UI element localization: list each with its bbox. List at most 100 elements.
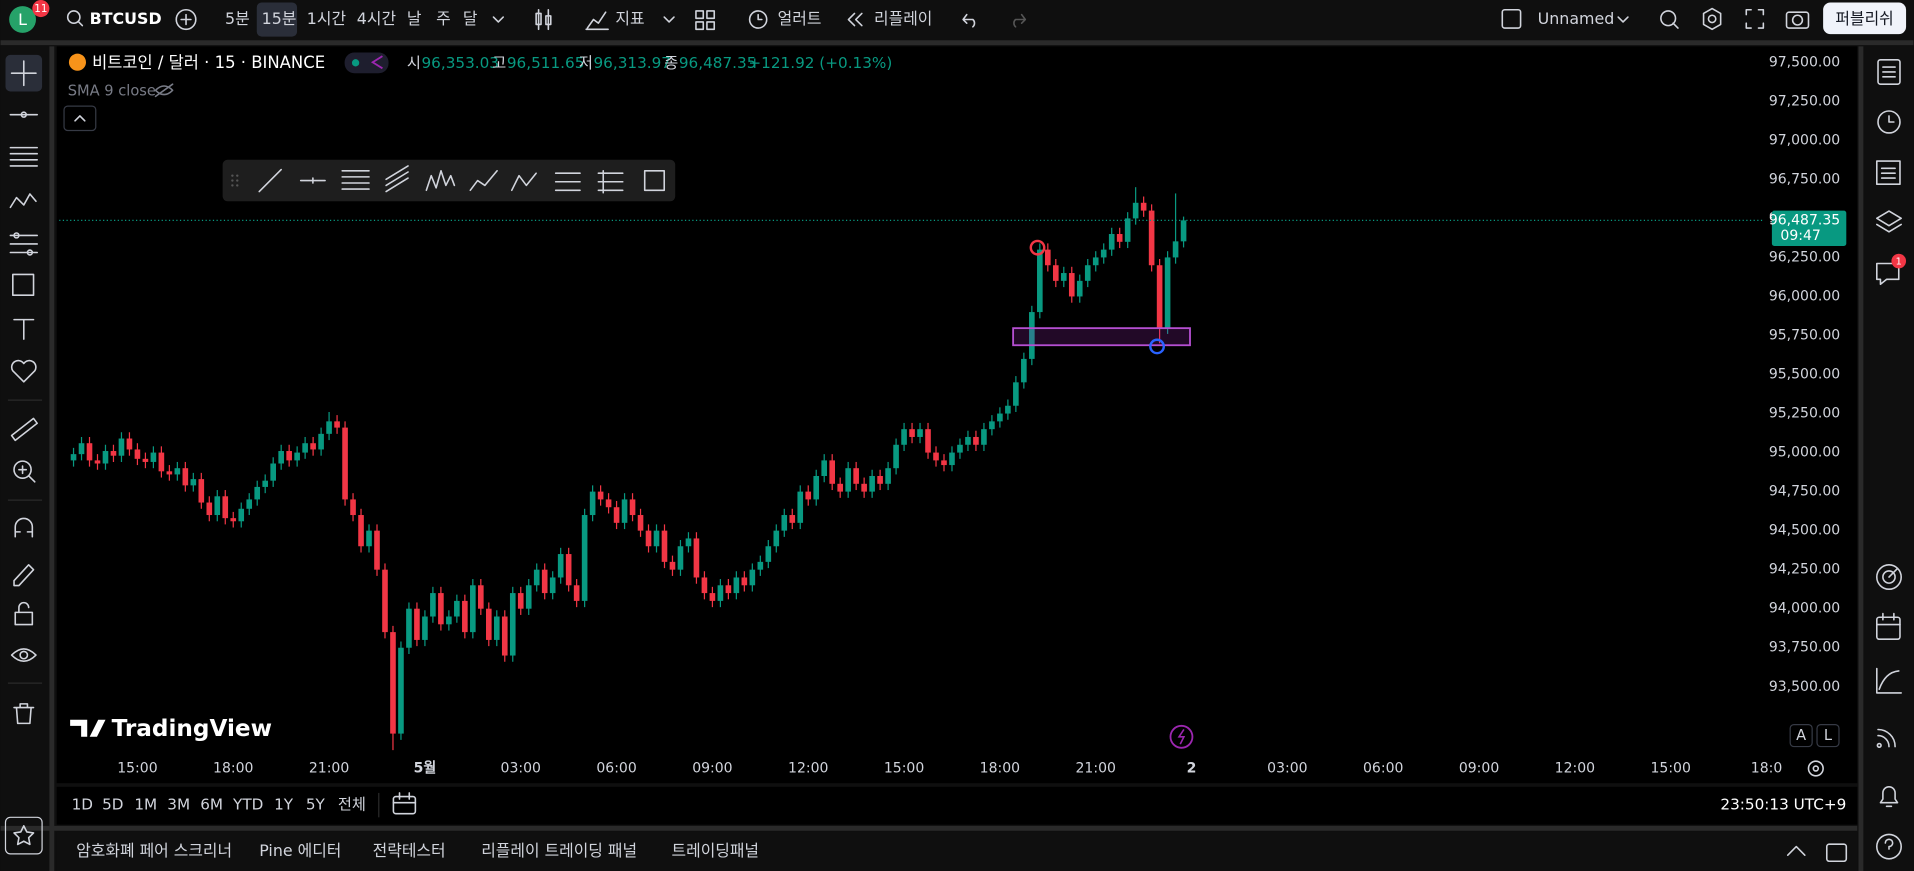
undo[interactable] <box>962 13 976 28</box>
interval-chevron[interactable] <box>492 16 504 23</box>
drag-handle[interactable] <box>231 174 239 187</box>
targets-icon[interactable] <box>1876 564 1902 590</box>
alert-icon[interactable] <box>748 10 768 29</box>
prediction-tool[interactable] <box>9 232 38 256</box>
alerts-icon[interactable] <box>1877 110 1901 134</box>
icon-tool[interactable] <box>10 359 37 383</box>
range-button[interactable]: 1D <box>72 796 93 814</box>
interval-button[interactable]: 4시간 <box>357 9 397 28</box>
line-tool[interactable] <box>9 111 38 118</box>
range-button[interactable]: YTD <box>232 796 263 814</box>
log-scale-button[interactable] <box>1816 724 1840 748</box>
legend-collapse[interactable] <box>63 105 97 132</box>
clock[interactable]: 23:50:13 UTC+9 <box>1720 796 1846 814</box>
low-marker-drawing[interactable] <box>1149 338 1165 355</box>
auto-scale-button[interactable] <box>1789 724 1813 748</box>
layers-icon[interactable] <box>1876 210 1902 233</box>
settings-icon[interactable] <box>1702 7 1722 31</box>
publish-button-bg[interactable] <box>1823 2 1907 35</box>
alert-button[interactable]: 얼러트 <box>778 9 822 28</box>
channel-tool[interactable] <box>385 165 409 193</box>
indicators-button[interactable]: 지표 <box>615 9 644 28</box>
help-icon[interactable] <box>1876 833 1902 860</box>
draw-mode-tool[interactable] <box>13 564 35 587</box>
compare-icon[interactable] <box>175 8 197 31</box>
delete-tool[interactable] <box>13 703 35 725</box>
range-button[interactable]: 1M <box>134 796 157 814</box>
chart-type-icon[interactable] <box>535 8 552 31</box>
auto-scale-label[interactable]: A <box>1796 727 1806 744</box>
indicator-chevron[interactable] <box>663 16 675 23</box>
list-icon[interactable] <box>1876 160 1901 185</box>
calendar-icon[interactable] <box>1876 612 1901 641</box>
panel-maximize[interactable] <box>1825 843 1848 863</box>
range-button[interactable]: 5Y <box>306 796 326 814</box>
visibility-tool[interactable] <box>10 648 37 662</box>
indicator-legend[interactable]: SMA 9 close <box>68 82 156 99</box>
range-button[interactable]: 5D <box>102 796 123 814</box>
position-tool[interactable] <box>597 169 624 194</box>
interval-button[interactable]: 달 <box>463 9 478 28</box>
elliott-tool[interactable] <box>469 169 498 192</box>
feed-icon[interactable] <box>1876 728 1896 748</box>
range-button[interactable]: 전체 <box>338 796 366 814</box>
pattern-tool[interactable] <box>9 193 37 209</box>
favorites-star[interactable] <box>13 825 35 846</box>
notifications-icon[interactable] <box>1879 786 1899 808</box>
events-icon[interactable] <box>1169 724 1194 749</box>
panel-tab[interactable]: Pine 에디터 <box>259 841 341 860</box>
interval-button[interactable]: 5분 <box>225 9 250 28</box>
templates-icon[interactable] <box>695 10 716 31</box>
watchlist-icon[interactable] <box>1877 58 1901 85</box>
fullscreen-icon[interactable] <box>1745 8 1765 29</box>
measure-tool[interactable] <box>10 417 38 442</box>
indicator-hidden-icon[interactable] <box>154 83 174 98</box>
horizontal-ray-tool[interactable] <box>299 177 326 184</box>
rectangle-tool[interactable] <box>643 169 666 192</box>
lock-tool[interactable] <box>14 601 34 626</box>
panel-tab[interactable]: 전략테스터 <box>373 841 446 860</box>
replay-button[interactable]: 리플레이 <box>874 9 932 28</box>
publish-button[interactable]: 퍼블리쉬 <box>1835 9 1893 28</box>
favorites-box[interactable] <box>4 816 43 855</box>
interval-button[interactable]: 1시간 <box>307 9 347 28</box>
quick-search-icon[interactable] <box>1660 10 1679 29</box>
trend-line-tool[interactable] <box>258 168 282 193</box>
zoom-tool[interactable] <box>13 460 36 483</box>
high-marker-drawing[interactable] <box>1029 239 1046 256</box>
panel-tab[interactable]: 리플레이 트레이딩 패널 <box>481 841 637 860</box>
snapshot-icon[interactable] <box>1785 11 1810 29</box>
fib-retracement-tool[interactable] <box>341 169 370 190</box>
panel-collapse[interactable] <box>1786 845 1806 856</box>
range-button[interactable]: 3M <box>167 796 190 814</box>
chart-icon[interactable] <box>1876 667 1902 694</box>
interval-button[interactable]: 날 <box>407 9 422 28</box>
forecast-tool[interactable] <box>554 172 581 192</box>
avatar[interactable] <box>9 6 36 33</box>
crosshair-tool[interactable] <box>10 60 37 87</box>
layout-name[interactable]: Unnamed <box>1538 9 1615 28</box>
replay-icon[interactable] <box>847 12 863 27</box>
magnet-tool[interactable] <box>14 517 34 538</box>
layout-checkbox[interactable] <box>1501 8 1522 29</box>
goto-date-icon[interactable] <box>392 792 417 815</box>
fib-tool[interactable] <box>9 146 38 167</box>
abcd-tool[interactable] <box>510 172 537 192</box>
range-button[interactable]: 6M <box>200 796 223 814</box>
search-icon[interactable] <box>66 10 84 27</box>
text-tool[interactable] <box>13 318 35 340</box>
log-scale-label[interactable]: L <box>1824 727 1833 744</box>
axis-settings-icon[interactable] <box>1807 760 1824 777</box>
symbol[interactable]: BTCUSD <box>90 9 162 28</box>
shape-tool[interactable] <box>12 273 35 297</box>
layout-chevron[interactable] <box>1617 16 1629 23</box>
interval-button[interactable]: 주 <box>436 9 451 28</box>
range-button[interactable]: 1Y <box>274 796 294 814</box>
interval-button[interactable]: 15분 <box>262 9 297 28</box>
indicator-icon[interactable] <box>585 11 609 31</box>
redo[interactable] <box>1013 13 1027 28</box>
pattern-tool[interactable] <box>425 169 456 192</box>
panel-tab[interactable]: 트레이딩패널 <box>672 841 759 860</box>
support-zone-drawing[interactable] <box>1012 327 1191 347</box>
panel-tab[interactable]: 암호화폐 페어 스크리너 <box>76 841 232 860</box>
